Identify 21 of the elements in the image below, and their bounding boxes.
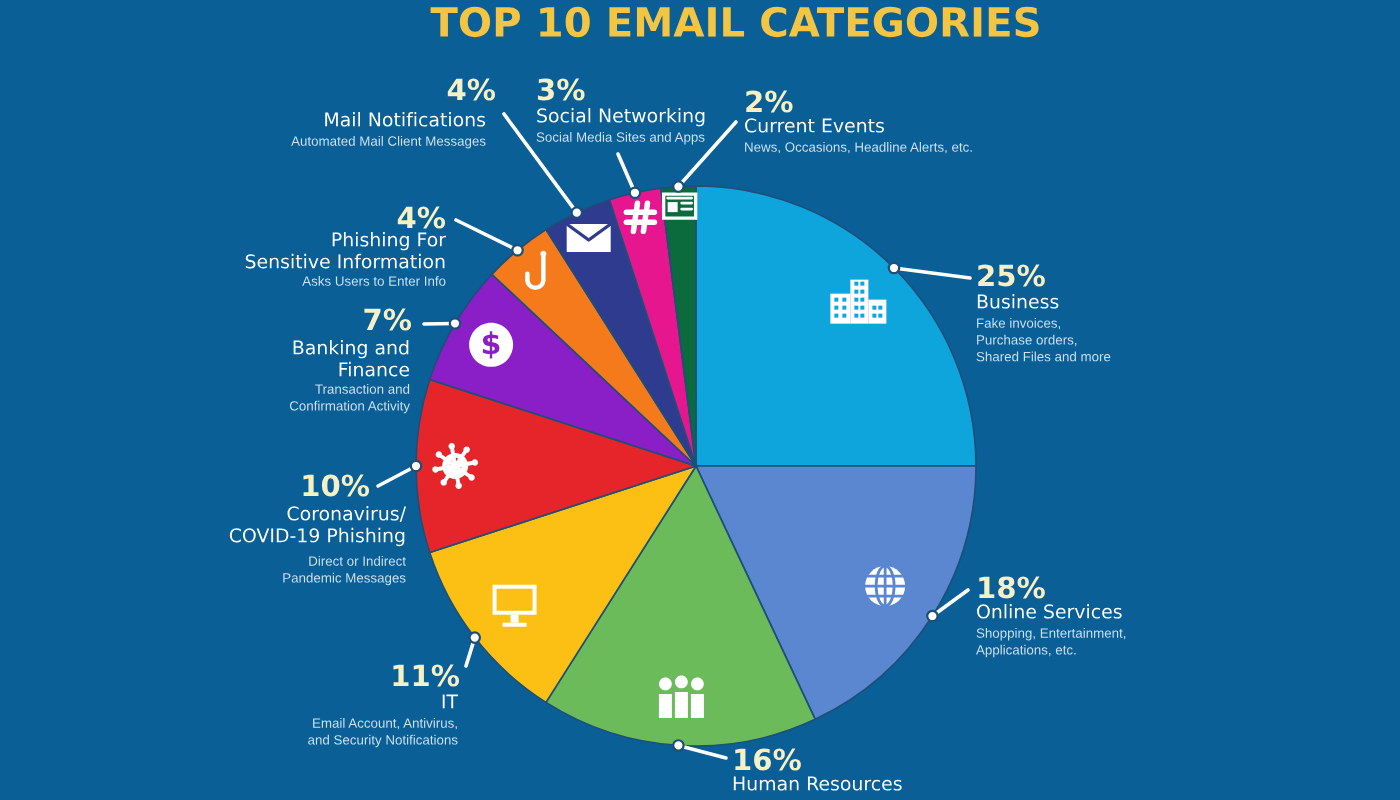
- slice-label: Online Services: [977, 604, 1122, 619]
- slice-label: Social Networking: [537, 108, 705, 127]
- slice-label: Current Events: [745, 118, 884, 133]
- data-label: 7%: [364, 308, 412, 331]
- data-label: 25%: [978, 264, 1045, 287]
- slice-label: Business: [977, 294, 1059, 309]
- data-label: 18%: [979, 576, 1045, 599]
- chart-title: TOP 10 EMAIL CATEGORIES: [430, 6, 1039, 38]
- slice-label: Coronavirus/ COVID-19 Phishing: [229, 506, 406, 547]
- data-label: 3%: [537, 78, 585, 101]
- slice-label: Human Resources: [733, 776, 902, 791]
- data-label: 10%: [303, 474, 370, 497]
- data-label: 2%: [746, 90, 793, 113]
- data-label: 11%: [393, 664, 460, 687]
- slice-label: Phishing For Sensitive Information: [245, 232, 446, 269]
- data-label: 16%: [735, 748, 801, 771]
- data-label: 4%: [397, 206, 446, 229]
- slice-label: Mail Notifications: [325, 112, 486, 127]
- slice-label: IT: [442, 694, 459, 709]
- slice-label: Banking and Finance: [293, 340, 409, 377]
- data-label: 4%: [447, 78, 496, 101]
